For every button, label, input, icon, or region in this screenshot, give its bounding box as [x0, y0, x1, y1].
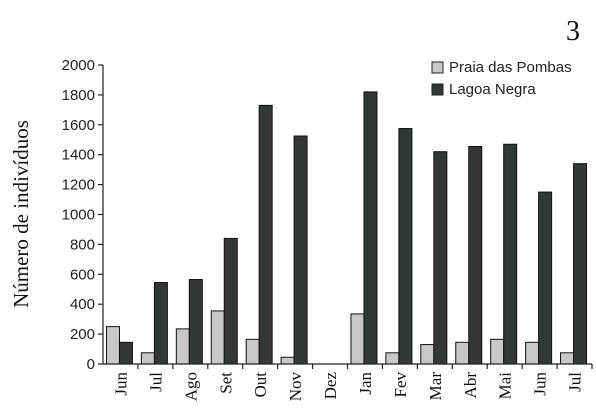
bar-praia-das-pombas	[280, 356, 295, 365]
y-tick-label: 1600	[62, 117, 95, 134]
y-tick-label: 200	[70, 326, 95, 343]
bar-lagoa-negra	[538, 191, 553, 365]
bar-lagoa-negra	[153, 282, 168, 365]
bar-praia-das-pombas	[560, 352, 575, 365]
bar-lagoa-negra	[118, 341, 133, 365]
x-tick-label: Jan	[356, 372, 375, 395]
x-tick-label: Ago	[181, 372, 200, 401]
x-tick-label: Jun	[531, 372, 550, 396]
bar-lagoa-negra	[468, 145, 483, 365]
bar-praia-das-pombas	[490, 338, 505, 365]
bar-praia-das-pombas	[350, 313, 365, 365]
bars	[105, 91, 588, 365]
y-tick-label: 1800	[62, 87, 95, 104]
bar-praia-das-pombas	[140, 352, 155, 365]
x-tick-label: Nov	[286, 372, 305, 402]
bar-praia-das-pombas	[455, 341, 470, 365]
y-tick-label: 1200	[62, 177, 95, 194]
legend: Praia das Pombas Lagoa Negra	[431, 59, 572, 98]
bar-lagoa-negra	[573, 163, 588, 365]
bar-lagoa-negra	[258, 104, 273, 365]
x-axis: Jun Jul Ago Set Out Nov Dez Jan Fev Mar Abr Mai Jun J…	[103, 363, 593, 402]
y-axis-title: Número de indivíduos	[9, 120, 33, 308]
bar-praia-das-pombas	[525, 341, 540, 365]
legend-label-lagoa: Lagoa Negra	[449, 81, 536, 98]
bar-praia-das-pombas	[245, 338, 260, 365]
y-tick-label: 2000	[62, 57, 95, 74]
bar-lagoa-negra	[363, 91, 378, 365]
y-tick-label: 600	[70, 266, 95, 283]
x-tick-label: Fev	[391, 372, 410, 398]
x-tick-label: Jul	[146, 372, 165, 392]
x-tick-label: Set	[216, 372, 235, 394]
x-tick-label: Mai	[496, 372, 515, 400]
bar-lagoa-negra	[433, 151, 448, 365]
legend-swatch-praia	[431, 61, 444, 74]
bar-lagoa-negra	[398, 128, 413, 365]
y-tick-label: 800	[70, 236, 95, 253]
bar-lagoa-negra	[188, 279, 203, 365]
y-tick-label: 0	[87, 356, 95, 373]
y-tick-label: 1000	[62, 207, 95, 224]
x-tick-label: Jun	[111, 372, 130, 396]
panel-label: 3	[566, 16, 580, 47]
x-tick-label: Jul	[566, 372, 585, 392]
x-tick-label: Mar	[426, 372, 445, 401]
legend-swatch-lagoa	[431, 83, 444, 96]
bar-praia-das-pombas	[210, 310, 225, 365]
bar-praia-das-pombas	[385, 352, 400, 365]
x-tick-label: Abr	[461, 372, 480, 399]
y-tick-label: 1400	[62, 147, 95, 164]
y-tick-label: 400	[70, 296, 95, 313]
bar-praia-das-pombas	[420, 344, 435, 365]
bar-praia-das-pombas	[175, 328, 190, 365]
x-tick-label: Out	[251, 372, 270, 398]
y-axis: 0 200 400 600 800 1000 1200 1400 1600 1800 2000	[62, 57, 104, 373]
bar-praia-das-pombas	[105, 326, 120, 365]
bar-lagoa-negra	[503, 143, 518, 365]
bar-lagoa-negra	[293, 135, 308, 365]
legend-label-praia: Praia das Pombas	[449, 59, 572, 76]
bar-lagoa-negra	[223, 237, 238, 365]
x-tick-label: Dez	[321, 372, 340, 400]
